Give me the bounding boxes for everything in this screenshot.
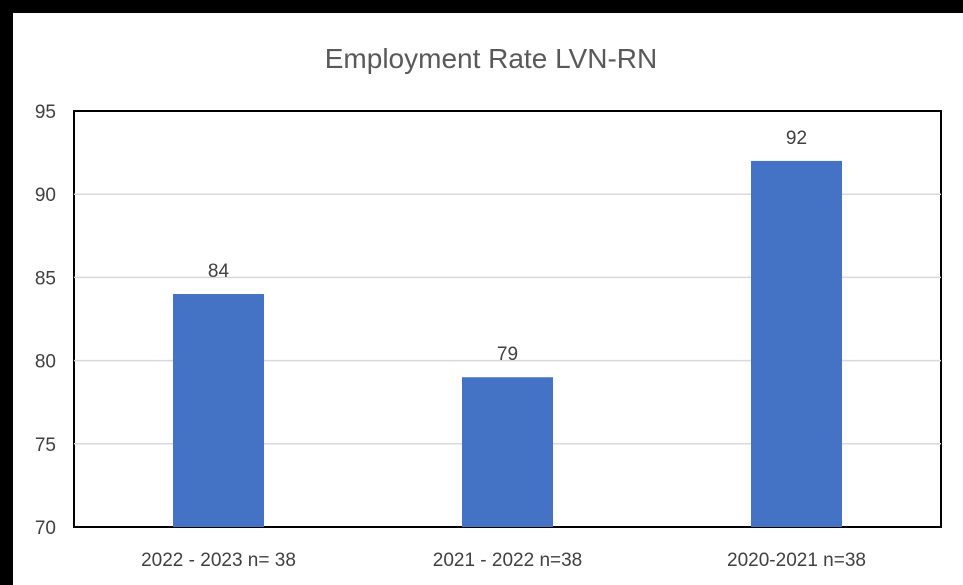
chart-title: Employment Rate LVN-RN [325,43,657,74]
data-label: 84 [208,261,230,282]
x-axis-categories: 2022 - 2023 n= 38 2021 - 2022 n=38 2020-20… [141,550,866,571]
data-labels: 84 79 92 [208,128,807,365]
bar [172,294,265,527]
y-tick-label: 85 [35,268,56,289]
y-tick-label: 75 [35,435,56,456]
y-tick-label: 80 [35,352,56,373]
data-label: 92 [786,128,807,149]
bar [750,160,843,528]
y-axis-ticks: 70 75 80 85 90 95 [35,102,56,539]
y-tick-label: 70 [35,518,56,539]
x-category-label: 2021 - 2022 n=38 [433,550,583,571]
bars [172,160,843,528]
x-category-label: 2020-2021 n=38 [727,550,866,571]
y-tick-label: 95 [35,102,56,123]
x-category-label: 2022 - 2023 n= 38 [141,550,296,571]
data-label: 79 [497,344,518,365]
y-tick-label: 90 [35,185,56,206]
bar [461,377,554,527]
